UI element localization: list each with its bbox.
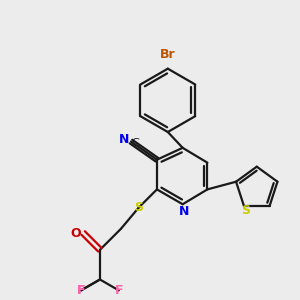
- Text: N: N: [119, 133, 129, 146]
- Text: O: O: [70, 226, 80, 239]
- Text: F: F: [115, 284, 123, 297]
- Text: S: S: [134, 201, 143, 214]
- Text: F: F: [77, 284, 85, 297]
- Text: S: S: [242, 205, 250, 218]
- Text: C: C: [131, 137, 139, 148]
- Text: F: F: [77, 284, 85, 297]
- Text: Br: Br: [160, 48, 176, 61]
- Text: N: N: [178, 205, 189, 218]
